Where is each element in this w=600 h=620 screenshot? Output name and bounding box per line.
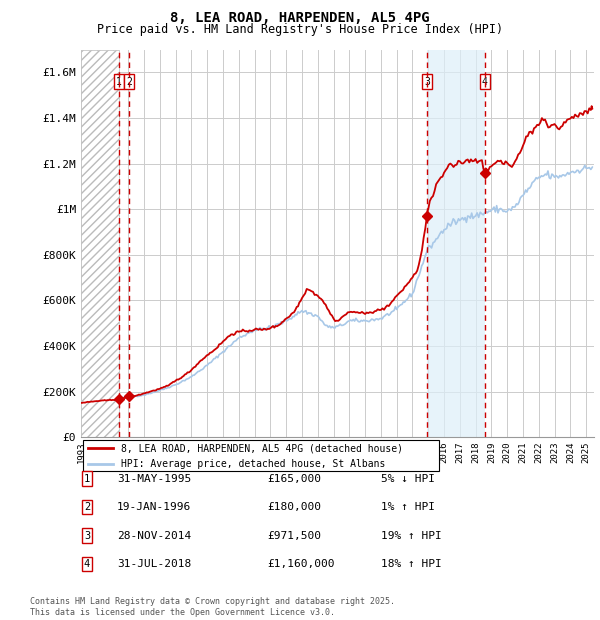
Text: 2: 2 [84, 502, 90, 512]
Text: 1: 1 [84, 474, 90, 484]
Text: Contains HM Land Registry data © Crown copyright and database right 2025.
This d: Contains HM Land Registry data © Crown c… [30, 598, 395, 617]
Text: 18% ↑ HPI: 18% ↑ HPI [381, 559, 442, 569]
Text: HPI: Average price, detached house, St Albans: HPI: Average price, detached house, St A… [121, 459, 385, 469]
Bar [427, 50, 485, 437]
Text: £1,160,000: £1,160,000 [267, 559, 335, 569]
Bar [81, 50, 119, 437]
Text: 1: 1 [116, 76, 122, 87]
Text: 31-MAY-1995: 31-MAY-1995 [117, 474, 191, 484]
Text: 5% ↓ HPI: 5% ↓ HPI [381, 474, 435, 484]
Text: 2: 2 [126, 76, 132, 87]
Text: £180,000: £180,000 [267, 502, 321, 512]
Text: 31-JUL-2018: 31-JUL-2018 [117, 559, 191, 569]
Text: £165,000: £165,000 [267, 474, 321, 484]
Text: 3: 3 [84, 531, 90, 541]
Text: 1% ↑ HPI: 1% ↑ HPI [381, 502, 435, 512]
Text: 3: 3 [424, 76, 430, 87]
Text: 8, LEA ROAD, HARPENDEN, AL5 4PG: 8, LEA ROAD, HARPENDEN, AL5 4PG [170, 11, 430, 25]
Text: 4: 4 [482, 76, 488, 87]
Text: 4: 4 [84, 559, 90, 569]
FancyBboxPatch shape [83, 440, 439, 471]
Text: 28-NOV-2014: 28-NOV-2014 [117, 531, 191, 541]
Text: 19-JAN-1996: 19-JAN-1996 [117, 502, 191, 512]
Text: Price paid vs. HM Land Registry's House Price Index (HPI): Price paid vs. HM Land Registry's House … [97, 23, 503, 36]
Text: 8, LEA ROAD, HARPENDEN, AL5 4PG (detached house): 8, LEA ROAD, HARPENDEN, AL5 4PG (detache… [121, 443, 403, 453]
Text: 19% ↑ HPI: 19% ↑ HPI [381, 531, 442, 541]
Text: £971,500: £971,500 [267, 531, 321, 541]
